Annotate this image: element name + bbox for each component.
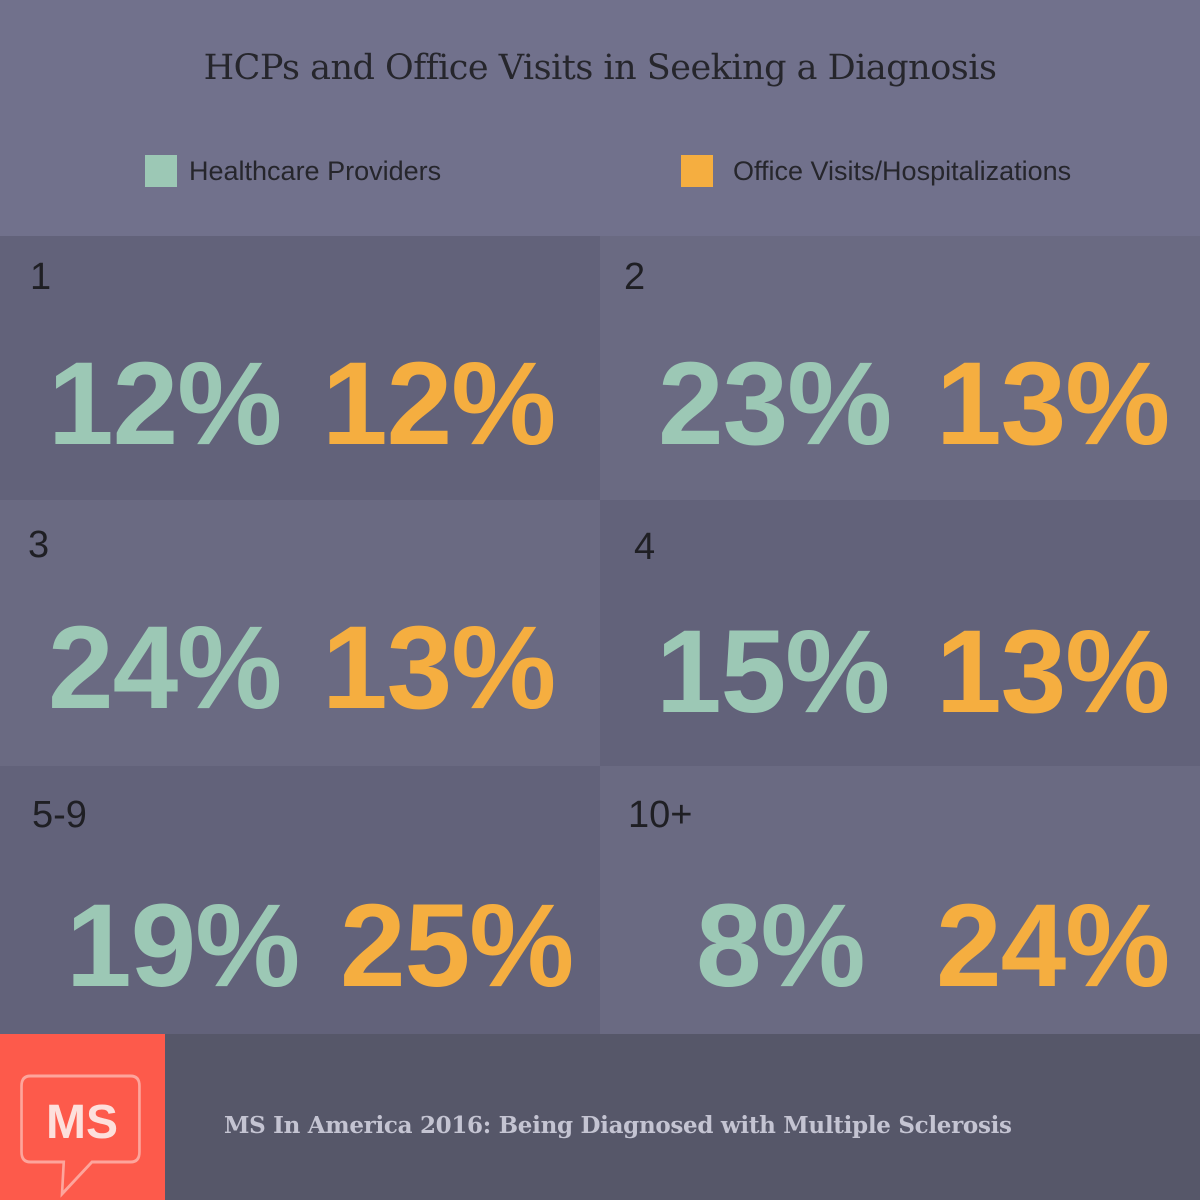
legend-label: Healthcare Providers (189, 155, 442, 186)
hcp-value: 19% (66, 880, 300, 1012)
visits-value: 12% (322, 338, 556, 470)
footer: MS MS In America 2016: Being Diagnosed w… (0, 1034, 1200, 1200)
visits-value: 13% (936, 606, 1170, 738)
cell-label: 4 (634, 526, 656, 568)
cell-label: 1 (30, 256, 52, 298)
cell-10-plus: 10+ 8% 24% (600, 766, 1200, 1034)
cell-4: 4 15% 13% (600, 500, 1200, 766)
visits-value: 25% (340, 880, 574, 1012)
cell-5-9: 5-9 19% 25% (0, 766, 600, 1034)
header: HCPs and Office Visits in Seeking a Diag… (0, 0, 1200, 236)
cell-1: 1 12% 12% (0, 236, 600, 500)
visits-value: 13% (322, 602, 556, 734)
legend-item-office-visits: Office Visits/Hospitalizations (681, 155, 1071, 187)
hcp-value: 12% (48, 338, 282, 470)
cell-label: 2 (624, 256, 646, 298)
hcp-value: 8% (696, 880, 866, 1012)
cell-label: 5-9 (32, 794, 87, 836)
speech-bubble-icon: MS (20, 1074, 141, 1198)
legend-swatch-green (145, 155, 177, 187)
cell-label: 10+ (628, 794, 693, 836)
footer-caption: MS In America 2016: Being Diagnosed with… (224, 1112, 1012, 1139)
logo-text: MS (46, 1096, 118, 1149)
hcp-value: 23% (658, 338, 892, 470)
visits-value: 13% (936, 338, 1170, 470)
chart-title: HCPs and Office Visits in Seeking a Diag… (203, 48, 997, 88)
hcp-value: 15% (656, 606, 890, 738)
legend-swatch-orange (681, 155, 713, 187)
visits-value: 24% (936, 880, 1170, 1012)
legend-item-healthcare-providers: Healthcare Providers (145, 155, 441, 187)
ms-logo: MS (0, 1034, 165, 1200)
hcp-value: 24% (48, 602, 282, 734)
cell-label: 3 (28, 524, 50, 566)
cell-3: 3 24% 13% (0, 500, 600, 766)
legend-label: Office Visits/Hospitalizations (733, 155, 1072, 186)
cell-2: 2 23% 13% (600, 236, 1200, 500)
